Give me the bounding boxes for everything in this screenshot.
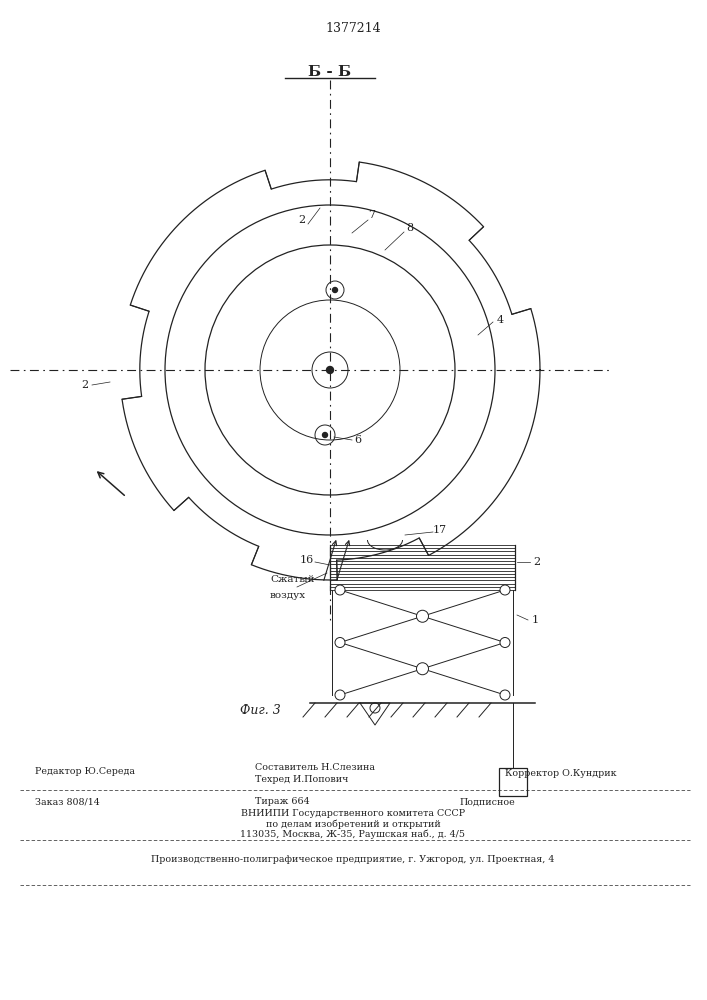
- Text: Производственно-полиграфическое предприятие, г. Ужгород, ул. Проектная, 4: Производственно-полиграфическое предприя…: [151, 856, 555, 864]
- Circle shape: [500, 585, 510, 595]
- Text: Сжатый: Сжатый: [270, 576, 315, 584]
- Text: по делам изобретений и открытий: по делам изобретений и открытий: [266, 819, 440, 829]
- Circle shape: [322, 432, 327, 438]
- Text: 17: 17: [433, 525, 447, 535]
- Circle shape: [416, 610, 428, 622]
- Text: Б - Б: Б - Б: [308, 65, 351, 79]
- Text: 113035, Москва, Ж-35, Раушская наб., д. 4/5: 113035, Москва, Ж-35, Раушская наб., д. …: [240, 829, 465, 839]
- Circle shape: [332, 288, 337, 292]
- Text: 6: 6: [354, 435, 361, 445]
- Circle shape: [335, 585, 345, 595]
- Bar: [499, 768, 527, 796]
- Text: 1377214: 1377214: [325, 21, 381, 34]
- Text: Корректор О.Кундрик: Корректор О.Кундрик: [505, 770, 617, 778]
- Text: 4: 4: [496, 315, 503, 325]
- Text: 8: 8: [407, 223, 414, 233]
- Text: Редактор Ю.Середа: Редактор Ю.Середа: [35, 768, 135, 776]
- Text: воздух: воздух: [270, 590, 306, 599]
- Text: Составитель Н.Слезина: Составитель Н.Слезина: [255, 762, 375, 772]
- Text: 1: 1: [532, 615, 539, 625]
- Circle shape: [327, 366, 334, 373]
- Text: 16: 16: [300, 555, 314, 565]
- Text: ВНИИПИ Государственного комитета СССР: ВНИИПИ Государственного комитета СССР: [241, 810, 465, 818]
- Circle shape: [500, 638, 510, 648]
- Text: 2: 2: [81, 380, 88, 390]
- Text: 7: 7: [368, 210, 375, 220]
- Text: Тираж 664: Тираж 664: [255, 798, 310, 806]
- Circle shape: [335, 690, 345, 700]
- Text: 2: 2: [298, 215, 305, 225]
- Text: Фиг. 3: Фиг. 3: [240, 704, 281, 716]
- Circle shape: [416, 663, 428, 675]
- Text: Подписное: Подписное: [460, 798, 515, 806]
- Circle shape: [370, 703, 380, 713]
- Circle shape: [500, 690, 510, 700]
- Text: Заказ 808/14: Заказ 808/14: [35, 798, 100, 806]
- Circle shape: [335, 638, 345, 648]
- Text: Техред И.Попович: Техред И.Попович: [255, 776, 349, 784]
- Text: 2: 2: [534, 557, 541, 567]
